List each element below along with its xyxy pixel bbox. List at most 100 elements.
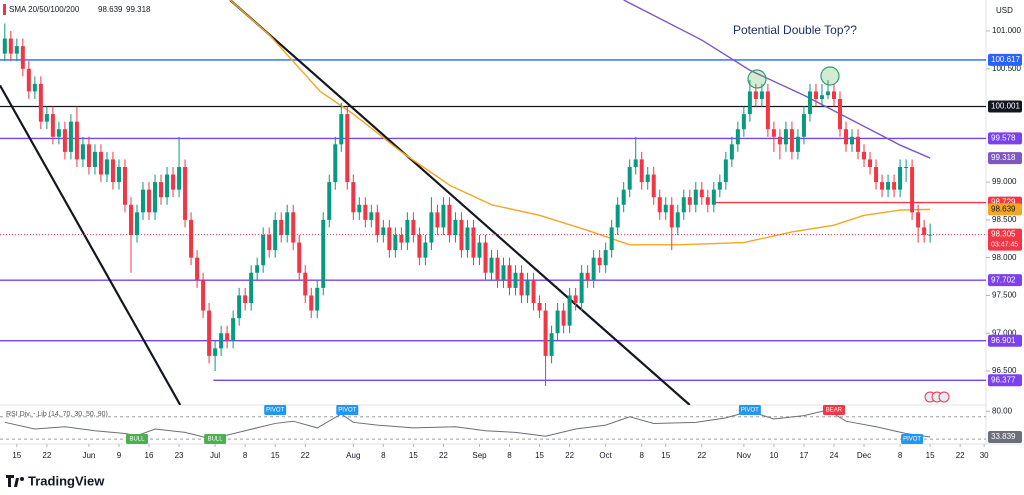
candle-body — [80, 144, 85, 160]
candle-body — [663, 204, 668, 213]
rsi-signal-label: PIVOT — [266, 408, 284, 414]
rsi-signal-label: BULL — [208, 437, 224, 443]
candle-body — [195, 257, 200, 281]
x-tick-label: 15 — [12, 451, 21, 460]
x-tick-label: 8 — [898, 451, 903, 460]
candle-body — [657, 197, 662, 213]
rsi-line — [4, 409, 931, 439]
level-label: 98.729 — [991, 198, 1016, 207]
candle-body — [441, 204, 446, 228]
candle-body — [453, 219, 458, 235]
candle-body — [603, 250, 608, 266]
candle-body — [513, 272, 518, 288]
candle-body — [537, 302, 542, 311]
rsi-signal-label: PIVOT — [338, 408, 356, 414]
candle-body — [868, 159, 873, 167]
candle-body — [669, 204, 674, 228]
candle-body — [747, 91, 752, 115]
candle-body — [471, 227, 476, 258]
x-tick-label: Jul — [210, 451, 220, 460]
level-label-box — [988, 374, 1022, 387]
candle-body — [225, 333, 230, 341]
y-tick-label: 101.000 — [992, 26, 1021, 35]
candle-body — [880, 182, 885, 190]
candle-body — [141, 189, 146, 213]
candle-body — [237, 295, 242, 319]
candle-body — [2, 38, 7, 54]
candle-body — [357, 204, 362, 213]
x-tick-label: 30 — [980, 451, 989, 460]
x-tick-label: 9 — [117, 451, 122, 460]
candle-body — [68, 121, 73, 152]
candle-body — [459, 219, 464, 251]
candle-body — [874, 166, 879, 183]
candle-body — [429, 212, 434, 243]
currency: USD — [996, 6, 1013, 15]
candle-body — [14, 46, 19, 54]
candle-body — [86, 144, 91, 167]
candle-body — [501, 265, 506, 281]
candle-body — [519, 272, 524, 296]
candle-body — [675, 212, 680, 228]
candle-body — [928, 234, 933, 236]
candle-body — [417, 234, 422, 258]
candle-body — [285, 212, 290, 235]
candle-body — [856, 136, 861, 152]
x-tick-label: 8 — [243, 451, 248, 460]
rsi-title: RSI Div. - Lib (14, 70, 30, 50, 90) — [6, 411, 108, 418]
x-tick-label: Aug — [346, 451, 360, 460]
candle-body — [423, 242, 428, 258]
level-label-box — [988, 274, 1022, 287]
candle-body — [303, 272, 308, 296]
candle-body — [771, 129, 776, 137]
candle-body — [783, 129, 788, 145]
candle-body — [819, 95, 824, 99]
candle-body — [279, 219, 284, 235]
sma-label: 98.639 — [991, 204, 1016, 213]
candle-body — [38, 83, 43, 122]
top-marker — [747, 69, 767, 89]
candle-body — [795, 136, 800, 152]
candle-body — [615, 204, 620, 228]
candle-body — [807, 91, 812, 115]
rsi-signal — [264, 405, 287, 415]
x-tick-label: 10 — [769, 451, 778, 460]
candle-body — [363, 204, 368, 220]
level-label: 100.617 — [991, 55, 1020, 64]
rsi-signal-label: PIVOT — [903, 437, 921, 443]
x-tick-label: Jun — [82, 451, 95, 460]
candle-body — [56, 129, 61, 137]
candle-body — [26, 68, 31, 92]
rsi-pane — [0, 409, 986, 440]
candle-body — [922, 227, 927, 235]
legend-swatch — [3, 4, 6, 15]
candle-body — [850, 136, 855, 145]
sma-value: 99.318 — [126, 5, 151, 14]
candle-body — [741, 114, 746, 130]
rsi-signal — [204, 434, 227, 444]
sma-label-box — [988, 152, 1022, 165]
sma-value: 98.639 — [98, 5, 123, 14]
candle-body — [759, 91, 764, 99]
level-label: 96.901 — [991, 336, 1016, 345]
candle-body — [399, 234, 404, 243]
candle-body — [813, 91, 818, 99]
x-tick-label: 17 — [799, 451, 808, 460]
candle-body — [267, 234, 272, 251]
candle-body — [110, 159, 115, 183]
x-tick-label: 22 — [301, 451, 310, 460]
candle-body — [98, 151, 103, 175]
level-label: 100.001 — [991, 102, 1020, 111]
countdown: 03:47:45 — [991, 241, 1018, 248]
sma-line — [623, 0, 931, 159]
x-tick-label: 15 — [661, 451, 670, 460]
x-tick-label: 22 — [565, 451, 574, 460]
rsi-value: 33.839 — [991, 432, 1016, 441]
candle-body — [333, 144, 338, 183]
rsi-value-box — [988, 430, 1022, 443]
candle-body — [735, 129, 740, 145]
x-tick-label: 8 — [381, 451, 386, 460]
x-tick-label: Sep — [472, 451, 487, 460]
candle-body — [531, 280, 536, 303]
